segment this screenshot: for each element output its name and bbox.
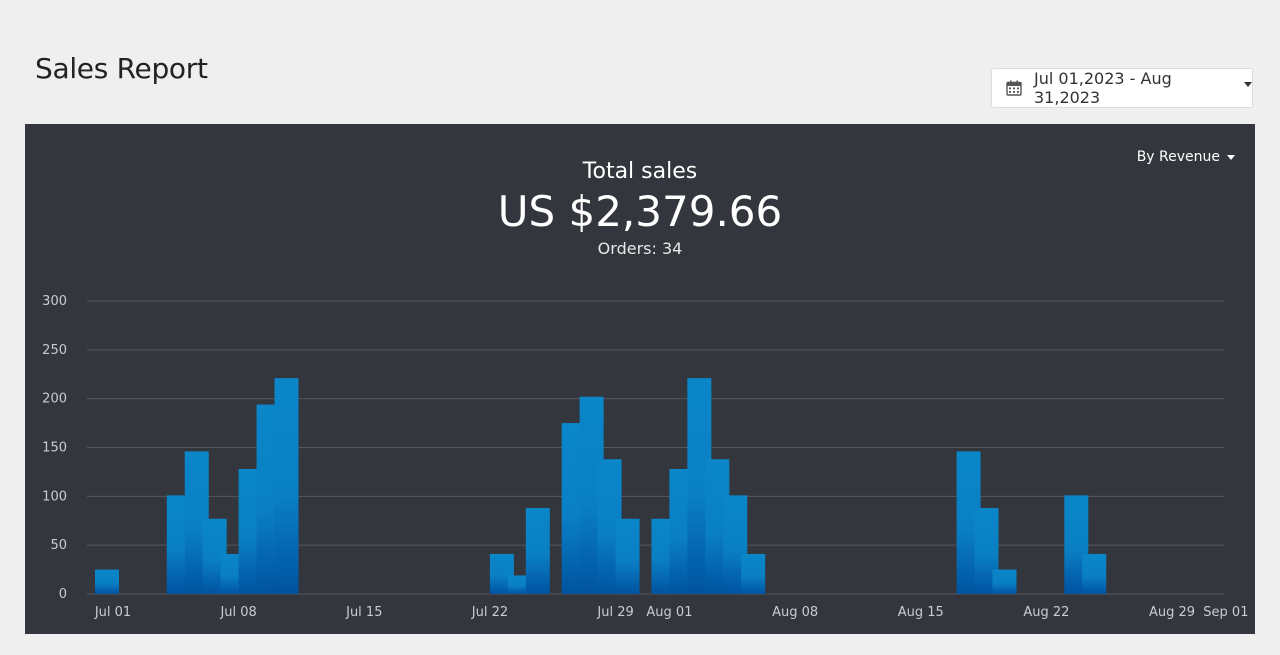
x-tick-label: Aug 29 bbox=[1149, 605, 1195, 620]
metric-dropdown-label: By Revenue bbox=[1136, 149, 1220, 165]
x-tick-label: Aug 15 bbox=[898, 605, 944, 620]
sales-chart-panel: 0 50 100 150 200 250 300 Jul 01 Jul 08 Jul 15 Jul… bbox=[25, 124, 1255, 634]
chevron-down-icon bbox=[1227, 154, 1235, 160]
y-tick-label: 50 bbox=[50, 538, 67, 553]
y-tick-label: 100 bbox=[42, 489, 67, 504]
date-range-picker[interactable]: Jul 01,2023 - Aug 31,2023 bbox=[991, 68, 1253, 108]
y-tick-label: 200 bbox=[42, 392, 67, 407]
y-tick-label: 0 bbox=[59, 587, 67, 602]
x-tick-label: Jul 29 bbox=[596, 605, 633, 620]
calendar-icon bbox=[1006, 80, 1022, 96]
total-sales-value: US $2,379.66 bbox=[497, 187, 783, 236]
bar[interactable] bbox=[274, 378, 299, 594]
x-tick-label: Aug 22 bbox=[1023, 605, 1069, 620]
bar[interactable] bbox=[1082, 553, 1107, 594]
x-tick-label: Jul 15 bbox=[345, 605, 382, 620]
x-tick-label: Aug 08 bbox=[772, 605, 818, 620]
sales-bar-chart: 0 50 100 150 200 250 300 Jul 01 Jul 08 Jul 15 Jul… bbox=[42, 294, 1248, 620]
bar[interactable] bbox=[741, 553, 766, 594]
x-tick-label: Aug 01 bbox=[646, 605, 692, 620]
chevron-down-icon bbox=[1244, 81, 1252, 87]
x-tick-label: Jul 08 bbox=[219, 605, 256, 620]
bar[interactable] bbox=[615, 518, 640, 594]
metric-dropdown[interactable]: By Revenue bbox=[1137, 149, 1235, 165]
bar[interactable] bbox=[992, 569, 1017, 594]
x-tick-label: Sep 01 bbox=[1203, 605, 1248, 620]
bar[interactable] bbox=[95, 569, 119, 594]
x-tick-label: Jul 01 bbox=[94, 605, 131, 620]
y-tick-label: 250 bbox=[42, 343, 67, 358]
orders-count: Orders: 34 bbox=[597, 239, 683, 258]
bar[interactable] bbox=[525, 508, 550, 594]
sales-summary: Total sales US $2,379.66 Orders: 34 bbox=[25, 158, 1255, 260]
page-title: Sales Report bbox=[35, 52, 208, 85]
x-tick-label: Jul 22 bbox=[471, 605, 508, 620]
y-tick-label: 300 bbox=[42, 294, 67, 309]
date-range-label: Jul 01,2023 - Aug 31,2023 bbox=[1034, 69, 1172, 107]
total-sales-label: Total sales bbox=[582, 159, 698, 184]
y-tick-label: 150 bbox=[42, 441, 67, 456]
